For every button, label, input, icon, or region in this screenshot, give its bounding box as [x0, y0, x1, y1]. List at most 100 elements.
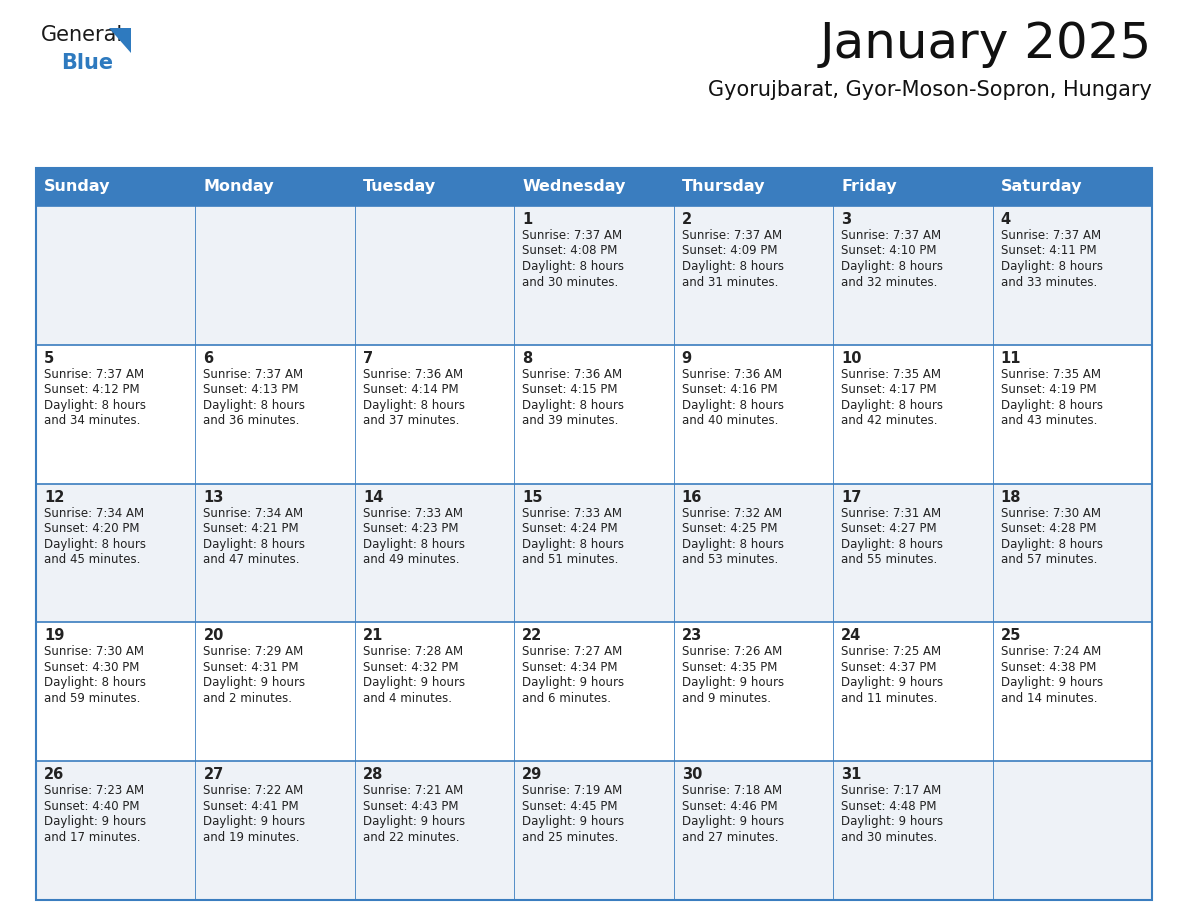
Text: Sunset: 4:32 PM: Sunset: 4:32 PM: [362, 661, 459, 674]
Text: Sunset: 4:35 PM: Sunset: 4:35 PM: [682, 661, 777, 674]
Text: 4: 4: [1000, 212, 1011, 227]
Text: and 2 minutes.: and 2 minutes.: [203, 692, 292, 705]
Text: Daylight: 8 hours: Daylight: 8 hours: [203, 538, 305, 551]
Text: Daylight: 9 hours: Daylight: 9 hours: [682, 815, 784, 828]
Text: and 14 minutes.: and 14 minutes.: [1000, 692, 1097, 705]
Text: Sunset: 4:10 PM: Sunset: 4:10 PM: [841, 244, 936, 258]
Text: and 55 minutes.: and 55 minutes.: [841, 554, 937, 566]
Bar: [514, 622, 674, 761]
Bar: [833, 206, 992, 345]
Text: Sunset: 4:19 PM: Sunset: 4:19 PM: [1000, 384, 1097, 397]
Bar: [196, 761, 355, 900]
Text: Sunset: 4:14 PM: Sunset: 4:14 PM: [362, 384, 459, 397]
Bar: [833, 484, 992, 622]
Bar: [833, 622, 992, 761]
Text: Daylight: 8 hours: Daylight: 8 hours: [682, 538, 784, 551]
Text: 26: 26: [44, 767, 64, 782]
Text: Sunset: 4:21 PM: Sunset: 4:21 PM: [203, 522, 299, 535]
Bar: [36, 168, 1152, 900]
Text: 7: 7: [362, 351, 373, 365]
Bar: [992, 484, 1152, 622]
Text: Sunset: 4:08 PM: Sunset: 4:08 PM: [523, 244, 618, 258]
Text: Daylight: 9 hours: Daylight: 9 hours: [1000, 677, 1102, 689]
Text: Daylight: 9 hours: Daylight: 9 hours: [682, 677, 784, 689]
Text: Saturday: Saturday: [1000, 180, 1082, 195]
Text: and 59 minutes.: and 59 minutes.: [44, 692, 140, 705]
Text: Sunset: 4:23 PM: Sunset: 4:23 PM: [362, 522, 459, 535]
Text: and 4 minutes.: and 4 minutes.: [362, 692, 451, 705]
Text: and 40 minutes.: and 40 minutes.: [682, 414, 778, 427]
Text: 22: 22: [523, 629, 543, 644]
Text: Tuesday: Tuesday: [362, 180, 436, 195]
Text: Sunrise: 7:17 AM: Sunrise: 7:17 AM: [841, 784, 941, 797]
Text: and 47 minutes.: and 47 minutes.: [203, 554, 299, 566]
Text: and 19 minutes.: and 19 minutes.: [203, 831, 299, 844]
Text: Wednesday: Wednesday: [523, 180, 626, 195]
Text: 6: 6: [203, 351, 214, 365]
Text: Sunrise: 7:28 AM: Sunrise: 7:28 AM: [362, 645, 463, 658]
Text: Sunrise: 7:30 AM: Sunrise: 7:30 AM: [44, 645, 144, 658]
Text: and 30 minutes.: and 30 minutes.: [841, 831, 937, 844]
Text: Sunrise: 7:34 AM: Sunrise: 7:34 AM: [203, 507, 304, 520]
Text: Sunrise: 7:30 AM: Sunrise: 7:30 AM: [1000, 507, 1100, 520]
Text: 28: 28: [362, 767, 384, 782]
Text: Daylight: 8 hours: Daylight: 8 hours: [1000, 260, 1102, 273]
Text: Sunset: 4:16 PM: Sunset: 4:16 PM: [682, 384, 777, 397]
Text: 12: 12: [44, 489, 64, 505]
Bar: [355, 484, 514, 622]
Text: 18: 18: [1000, 489, 1020, 505]
Bar: [196, 206, 355, 345]
Text: Sunrise: 7:36 AM: Sunrise: 7:36 AM: [362, 368, 463, 381]
Text: Daylight: 8 hours: Daylight: 8 hours: [362, 538, 465, 551]
Text: Daylight: 9 hours: Daylight: 9 hours: [523, 815, 625, 828]
Text: Sunrise: 7:26 AM: Sunrise: 7:26 AM: [682, 645, 782, 658]
Text: 8: 8: [523, 351, 532, 365]
Text: Sunset: 4:11 PM: Sunset: 4:11 PM: [1000, 244, 1097, 258]
Bar: [992, 206, 1152, 345]
Bar: [355, 622, 514, 761]
Text: 19: 19: [44, 629, 64, 644]
Text: and 31 minutes.: and 31 minutes.: [682, 275, 778, 288]
Text: 21: 21: [362, 629, 384, 644]
Text: Sunrise: 7:36 AM: Sunrise: 7:36 AM: [523, 368, 623, 381]
Text: Sunset: 4:20 PM: Sunset: 4:20 PM: [44, 522, 139, 535]
Bar: [674, 622, 833, 761]
Text: Sunrise: 7:19 AM: Sunrise: 7:19 AM: [523, 784, 623, 797]
Bar: [992, 622, 1152, 761]
Text: Monday: Monday: [203, 180, 274, 195]
Text: and 37 minutes.: and 37 minutes.: [362, 414, 460, 427]
Text: Sunrise: 7:25 AM: Sunrise: 7:25 AM: [841, 645, 941, 658]
Text: Sunrise: 7:27 AM: Sunrise: 7:27 AM: [523, 645, 623, 658]
Bar: [36, 484, 196, 622]
Text: Sunrise: 7:23 AM: Sunrise: 7:23 AM: [44, 784, 144, 797]
Text: Sunrise: 7:35 AM: Sunrise: 7:35 AM: [1000, 368, 1100, 381]
Text: Sunrise: 7:33 AM: Sunrise: 7:33 AM: [362, 507, 463, 520]
Text: Sunrise: 7:18 AM: Sunrise: 7:18 AM: [682, 784, 782, 797]
Bar: [674, 761, 833, 900]
Text: Sunrise: 7:31 AM: Sunrise: 7:31 AM: [841, 507, 941, 520]
Text: Daylight: 8 hours: Daylight: 8 hours: [523, 398, 624, 412]
Text: January 2025: January 2025: [820, 20, 1152, 68]
Text: Sunrise: 7:35 AM: Sunrise: 7:35 AM: [841, 368, 941, 381]
Text: and 42 minutes.: and 42 minutes.: [841, 414, 937, 427]
Text: 13: 13: [203, 489, 223, 505]
Text: Daylight: 9 hours: Daylight: 9 hours: [523, 677, 625, 689]
Text: Daylight: 9 hours: Daylight: 9 hours: [841, 677, 943, 689]
Text: 23: 23: [682, 629, 702, 644]
Text: and 30 minutes.: and 30 minutes.: [523, 275, 619, 288]
Text: Sunset: 4:34 PM: Sunset: 4:34 PM: [523, 661, 618, 674]
Bar: [355, 761, 514, 900]
Text: Sunday: Sunday: [44, 180, 110, 195]
Bar: [992, 761, 1152, 900]
Text: Sunset: 4:48 PM: Sunset: 4:48 PM: [841, 800, 936, 812]
Text: 2: 2: [682, 212, 691, 227]
Text: Daylight: 8 hours: Daylight: 8 hours: [1000, 398, 1102, 412]
Text: 11: 11: [1000, 351, 1020, 365]
Text: Daylight: 8 hours: Daylight: 8 hours: [523, 538, 624, 551]
Text: Daylight: 8 hours: Daylight: 8 hours: [203, 398, 305, 412]
Text: Thursday: Thursday: [682, 180, 765, 195]
Text: Sunset: 4:28 PM: Sunset: 4:28 PM: [1000, 522, 1097, 535]
Text: Sunrise: 7:37 AM: Sunrise: 7:37 AM: [44, 368, 144, 381]
Text: 17: 17: [841, 489, 861, 505]
Text: 14: 14: [362, 489, 384, 505]
